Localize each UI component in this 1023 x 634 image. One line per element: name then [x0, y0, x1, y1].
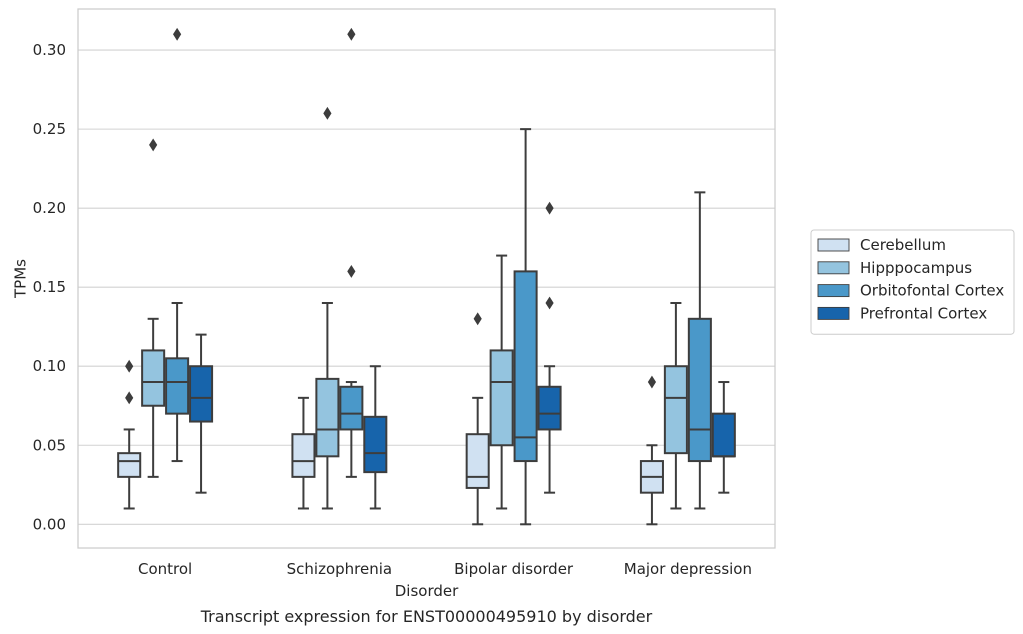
outlier-marker: [545, 201, 554, 215]
x-tick-labels: Control Schizophrenia Bipolar disorder Majo…: [138, 560, 752, 578]
box-iqr: [489, 349, 514, 447]
outlier-marker: [473, 312, 482, 326]
box-group: [663, 302, 688, 510]
legend-label: Cerebellum: [860, 236, 946, 254]
box-iqr: [465, 433, 490, 489]
outlier-marker: [125, 359, 134, 373]
x-tick-label: Control: [138, 560, 192, 578]
box-group: [165, 27, 190, 463]
y-tick-label: 0.05: [33, 436, 66, 454]
legend-label: Hipppocampus: [860, 259, 972, 277]
box-iqr: [339, 385, 364, 431]
plot-frame: [77, 8, 776, 549]
box-group: [339, 27, 364, 478]
y-tick-label: 0.20: [33, 199, 66, 217]
box-iqr: [363, 415, 388, 474]
outlier-marker: [173, 27, 182, 41]
box-iqr: [711, 412, 736, 458]
box-group: [465, 312, 490, 526]
box-iqr: [117, 452, 142, 478]
box-group: [639, 375, 664, 526]
box-iqr: [687, 317, 712, 463]
y-axis-label: TPMs: [12, 259, 30, 299]
chart-caption: Transcript expression for ENST0000049591…: [200, 607, 653, 626]
box-group: [315, 106, 340, 510]
x-tick-label: Bipolar disorder: [454, 560, 574, 578]
box-group: [513, 128, 538, 526]
x-tick-label: Major depression: [624, 560, 752, 578]
legend-label: Prefrontal Cortex: [860, 304, 987, 322]
outlier-marker: [125, 391, 134, 405]
y-tick-label: 0.15: [33, 278, 66, 296]
box-group: [537, 201, 562, 494]
box-iqr: [189, 365, 214, 423]
y-tick-label: 0.00: [33, 515, 66, 533]
outlier-marker: [323, 106, 332, 120]
box-group: [687, 191, 712, 510]
box-iqr: [513, 270, 538, 463]
y-tick-labels: 0.00 0.05 0.10 0.15 0.20 0.25 0.30: [33, 41, 66, 533]
box-iqr: [165, 357, 190, 415]
box-group: [189, 333, 214, 494]
outlier-marker: [149, 138, 158, 152]
legend-swatch: [817, 284, 850, 298]
outlier-marker: [545, 296, 554, 310]
box-iqr: [291, 433, 316, 478]
legend-swatch: [817, 261, 850, 275]
box-group: [363, 365, 388, 510]
box-group: [489, 254, 514, 510]
y-tick-label: 0.30: [33, 41, 66, 59]
outlier-marker: [347, 27, 356, 41]
box-iqr: [537, 385, 562, 431]
y-tick-label: 0.25: [33, 120, 66, 138]
x-axis-label: Disorder: [395, 582, 459, 600]
box-group: [711, 381, 736, 494]
box-iqr: [315, 377, 340, 458]
legend-swatch: [817, 238, 850, 252]
legend-label: Orbitofontal Cortex: [860, 282, 1004, 300]
box-iqr: [141, 349, 166, 407]
outlier-marker: [347, 264, 356, 278]
legend-swatch: [817, 306, 850, 320]
box-iqr: [663, 365, 688, 455]
legend: Cerebellum Hipppocampus Orbitofontal Corte…: [810, 229, 1015, 335]
x-tick-label: Schizophrenia: [287, 560, 392, 578]
legend-frame: [810, 229, 1015, 335]
box-groups: [117, 27, 736, 526]
box-group: [141, 138, 166, 478]
y-tick-label: 0.10: [33, 357, 66, 375]
box-group: [291, 396, 316, 510]
outlier-marker: [647, 375, 657, 389]
box-group: [117, 359, 142, 510]
